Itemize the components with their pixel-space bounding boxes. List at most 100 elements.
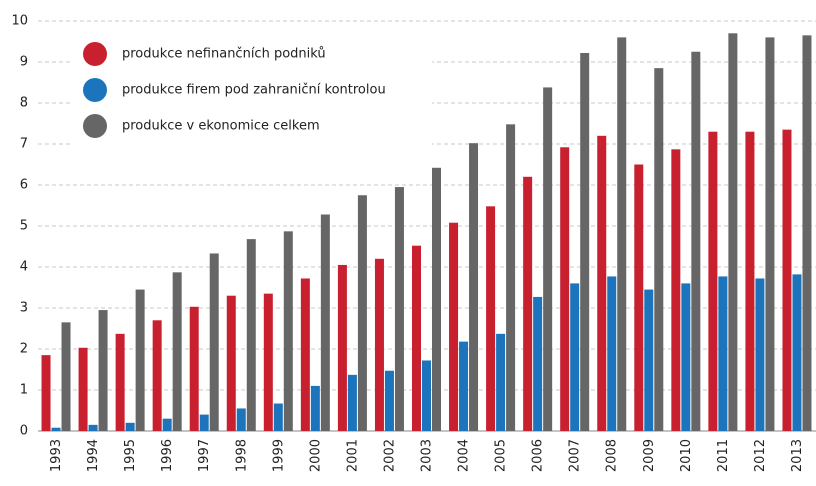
x-tick-label: 2005 <box>494 439 509 472</box>
labels: 0 1 2 3 4 5 6 7 8 9 10 1993 1994 1995 1996 1997 1998 1999… <box>11 14 805 473</box>
bar <box>310 385 320 431</box>
bar <box>765 37 775 432</box>
y-tick-label: 1 <box>20 383 28 398</box>
x-tick-label: 1995 <box>123 439 138 472</box>
legend: produkce nefinančních podniků produkce fi… <box>83 42 386 138</box>
y-tick-label: 0 <box>20 424 28 439</box>
bar <box>78 347 88 431</box>
bar <box>792 274 802 431</box>
y-tick-label: 3 <box>20 301 28 316</box>
y-tick-label: 8 <box>20 96 28 111</box>
bar <box>543 87 553 432</box>
bar <box>644 289 654 431</box>
bar <box>634 164 644 431</box>
bar <box>320 214 330 431</box>
bar <box>422 360 431 431</box>
bar <box>226 295 236 431</box>
x-tick-label: 2010 <box>679 439 694 472</box>
bar <box>115 333 125 431</box>
bar <box>728 33 738 432</box>
bar <box>300 278 310 431</box>
bar <box>98 310 108 431</box>
bar <box>88 424 98 431</box>
bar <box>533 296 543 431</box>
bar <box>357 195 367 431</box>
bar <box>607 276 617 431</box>
bar <box>506 124 516 431</box>
bar <box>283 231 293 431</box>
bar <box>61 322 71 431</box>
x-tick-label: 2013 <box>790 439 805 472</box>
x-tick-label: 2003 <box>420 439 435 472</box>
x-tick-label: 1994 <box>86 439 101 472</box>
bar <box>209 253 219 431</box>
legend-label: produkce nefinančních podniků <box>122 47 326 62</box>
y-tick-label: 10 <box>11 14 28 29</box>
y-tick-label: 4 <box>20 260 28 275</box>
bar <box>459 341 469 431</box>
x-tick-label: 2002 <box>382 439 397 472</box>
x-tick-label: 2012 <box>753 439 768 472</box>
bar <box>560 147 570 431</box>
bar <box>782 129 792 431</box>
y-tick-label: 6 <box>20 178 28 193</box>
x-tick-label: 1993 <box>49 439 64 472</box>
legend-label: produkce v ekonomice celkem <box>122 119 320 134</box>
bar <box>708 131 718 431</box>
bar <box>681 283 691 431</box>
bar <box>469 143 479 431</box>
bar <box>496 333 506 431</box>
bar <box>654 68 664 432</box>
bar <box>449 222 459 431</box>
bar <box>617 37 627 432</box>
bar <box>523 176 533 431</box>
bars <box>41 33 812 432</box>
bar <box>580 52 590 431</box>
bar <box>246 239 256 431</box>
y-tick-label: 9 <box>20 55 28 70</box>
bar <box>189 306 199 431</box>
bar <box>162 418 172 431</box>
legend-marker <box>83 42 107 66</box>
bar <box>273 403 283 431</box>
bar <box>671 149 681 431</box>
x-tick-label: 2007 <box>568 439 583 472</box>
legend-label: produkce firem pod zahraniční kontrolou <box>122 83 386 98</box>
x-tick-label: 2011 <box>716 439 731 472</box>
bar <box>125 422 135 431</box>
legend-marker <box>83 114 107 138</box>
bar <box>384 370 394 431</box>
bar <box>337 264 347 431</box>
bar <box>718 276 728 431</box>
x-tick-label: 1999 <box>271 439 286 472</box>
bar <box>394 187 404 431</box>
bar <box>802 35 812 431</box>
y-tick-label: 2 <box>20 342 28 357</box>
x-tick-label: 2004 <box>457 439 472 472</box>
x-tick-label: 2001 <box>345 439 360 472</box>
x-tick-label: 1997 <box>197 439 212 472</box>
bar <box>41 355 51 431</box>
legend-box <box>70 30 432 150</box>
bar <box>597 135 607 432</box>
legend-marker <box>83 78 107 102</box>
bar <box>486 206 496 431</box>
bar <box>263 293 273 431</box>
bar <box>347 374 357 431</box>
bar <box>570 283 580 431</box>
bar <box>152 320 162 431</box>
bar <box>236 408 246 431</box>
x-tick-label: 2008 <box>605 439 620 472</box>
bar <box>199 414 209 431</box>
y-tick-label: 5 <box>20 219 28 234</box>
y-tick-label: 7 <box>20 137 28 152</box>
bar <box>755 278 765 431</box>
bar <box>135 289 145 431</box>
x-tick-label: 1998 <box>234 439 249 472</box>
bar <box>374 258 384 431</box>
bar <box>172 272 182 431</box>
bar <box>691 51 701 431</box>
x-tick-label: 2006 <box>531 439 546 472</box>
bar <box>412 245 421 431</box>
